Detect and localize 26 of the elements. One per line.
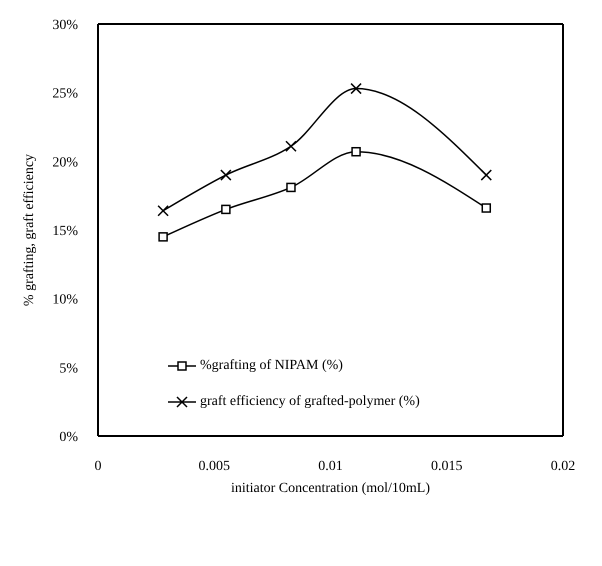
y-tick-label: 20% [52,155,78,170]
x-axis-title: initiator Concentration (mol/10mL) [230,481,430,496]
legend-label: graft efficiency of grafted-polymer (%) [200,394,420,410]
x-tick-label: 0.02 [550,458,576,474]
point [482,203,492,213]
y-tick-label: 5% [59,361,78,376]
x-tick-label: 0.015 [431,458,462,474]
y-axis-title: % grafting, graft efficiency [22,154,37,306]
point [221,204,231,214]
x-tick-label: 0.01 [318,458,343,474]
y-tick-label: 30% [52,18,78,33]
point [157,205,169,217]
y-tick-label: 15% [52,224,78,239]
point [480,169,492,181]
point [220,169,232,181]
y-tick-label: 25% [52,86,78,102]
x-tick-label: 0 [94,458,102,474]
point [351,146,361,156]
point [286,182,296,192]
x-tick-label: 0.005 [198,458,230,474]
y-tick-label: 0% [59,430,78,445]
y-tick-label: 10% [52,292,78,308]
point [285,140,297,152]
point [350,82,362,94]
legend-label: %grafting of NIPAM (%) [200,358,343,374]
point [158,232,168,242]
